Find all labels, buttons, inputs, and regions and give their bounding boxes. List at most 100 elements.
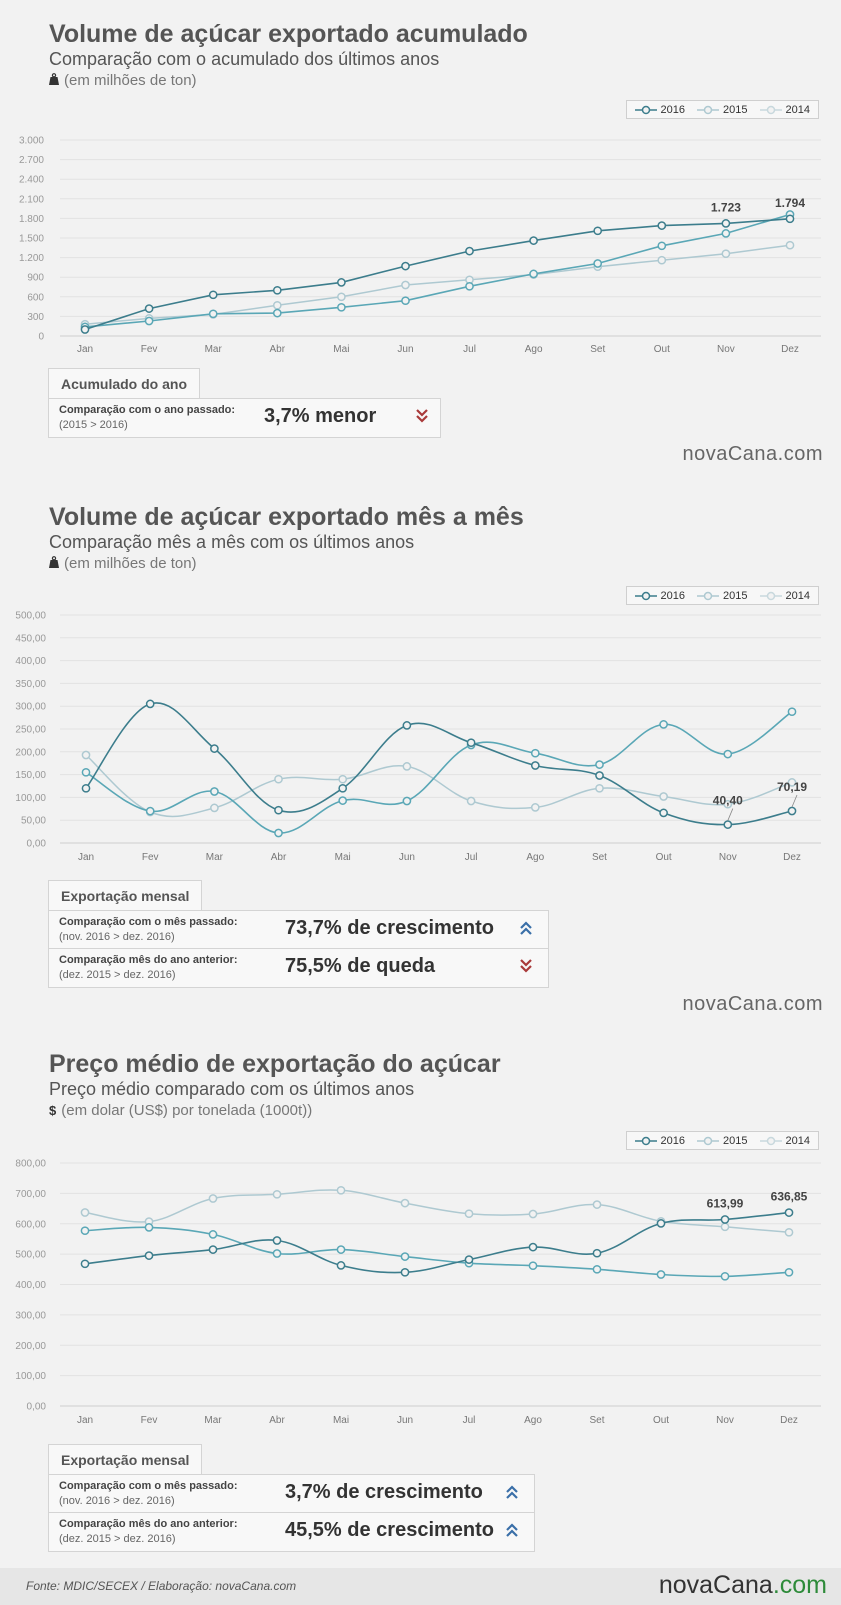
data-point-2014 — [528, 1209, 538, 1219]
annotation-leader — [727, 808, 734, 821]
x-tick-label: Jul — [463, 1415, 476, 1426]
x-tick-label: Jul — [463, 344, 476, 355]
data-point-2015 — [210, 787, 219, 796]
data-point-2015 — [656, 1270, 666, 1279]
y-tick-label: 2.700 — [19, 155, 44, 166]
summary-card: Comparação com o mês passado: (nov. 2016… — [48, 1474, 535, 1552]
y-tick-label: 500,00 — [15, 1250, 46, 1261]
x-tick-label: Ago — [525, 344, 543, 355]
y-tick-label: 0,00 — [27, 839, 47, 850]
x-tick-label: Abr — [271, 852, 287, 863]
data-point-2014 — [274, 774, 283, 784]
y-tick-label: 900 — [27, 273, 44, 284]
x-tick-label: Mar — [205, 344, 223, 355]
card-tab: Exportação mensal — [48, 1444, 203, 1474]
x-tick-label: Jan — [77, 344, 93, 355]
x-tick-label: Jan — [78, 852, 94, 863]
unit-text: (em milhões de ton) — [64, 555, 197, 572]
row-label: Comparação mês do ano anterior: — [59, 1518, 238, 1530]
data-point-2015 — [274, 828, 283, 838]
data-point-2015 — [784, 1267, 794, 1277]
y-tick-label: 400,00 — [15, 656, 46, 667]
data-point-2014 — [401, 280, 410, 290]
data-point-2016 — [145, 699, 155, 709]
data-point-2016 — [787, 806, 797, 816]
data-point-2016 — [466, 738, 476, 748]
x-tick-label: Set — [589, 1415, 604, 1426]
data-point-2015 — [657, 241, 667, 251]
legend-item-2014: 2014 — [759, 104, 810, 116]
data-point-2015 — [528, 1261, 538, 1271]
x-tick-label: Jun — [399, 852, 415, 863]
chart-monthly-volume: 0,00 50,00 100,00 150,00 200,00 250,00 300,00 3… — [15, 611, 821, 863]
data-point-2016 — [528, 1242, 538, 1252]
double-chevron-down-icon — [520, 959, 532, 973]
legend-item-2015: 2015 — [697, 1135, 748, 1147]
x-tick-label: Dez — [783, 852, 801, 863]
summary-card: Comparação com o mês passado: (nov. 2016… — [48, 910, 549, 988]
y-tick-label: 150,00 — [15, 770, 46, 781]
data-point-2015 — [401, 296, 410, 306]
x-tick-label: Out — [653, 1415, 669, 1426]
dollar-icon: $ — [49, 1103, 57, 1118]
data-point-2016 — [80, 325, 90, 334]
data-point-2016 — [208, 1245, 218, 1254]
data-point-2015 — [81, 767, 91, 777]
series-line-2016 — [85, 702, 793, 826]
legend-swatch-2015 — [697, 1136, 720, 1145]
x-tick-label: Dez — [781, 344, 799, 355]
y-tick-label: 800,00 — [15, 1159, 46, 1170]
section-subtitle: Preço médio comparado com os últimos ano… — [49, 1079, 415, 1099]
data-point-2016 — [464, 1255, 474, 1264]
data-point-2014 — [595, 783, 604, 793]
data-point-2014 — [272, 300, 282, 310]
legend-swatch-2016 — [634, 591, 657, 600]
row-value: 3,7% menor — [264, 405, 377, 427]
data-label: 1.794 — [775, 196, 805, 210]
x-tick-label: Dez — [780, 1415, 798, 1426]
series-line-2014 — [84, 244, 791, 325]
legend-item-2014: 2014 — [759, 1135, 810, 1147]
data-point-2015 — [336, 1245, 346, 1254]
data-point-2015 — [337, 302, 346, 312]
data-point-2014 — [208, 1194, 218, 1203]
y-tick-label: 600 — [27, 292, 44, 303]
section-accumulated: Volume de açúcar exportado acumulado Com… — [0, 0, 841, 480]
card-tab: Acumulado do ano — [48, 368, 200, 398]
chart-legend: 2016 2015 2014 — [625, 586, 819, 605]
section-average-price: Preço médio de exportação do açúcar Preç… — [0, 1020, 841, 1568]
row-label: Comparação com o mês passado: — [59, 916, 238, 928]
y-tick-label: 500,00 — [15, 611, 46, 622]
footer: Fonte: MDIC/SECEX / Elaboração: novaCana… — [0, 1568, 841, 1605]
row-sublabel: (dez. 2015 > dez. 2016) — [59, 969, 176, 981]
y-tick-label: 0 — [38, 332, 44, 343]
weight-icon — [49, 73, 59, 88]
y-tick-label: 1.800 — [19, 214, 44, 225]
legend-swatch-2016 — [634, 1136, 657, 1145]
y-tick-label: 200,00 — [15, 1341, 46, 1352]
x-tick-label: Jun — [397, 344, 413, 355]
double-chevron-up-icon — [506, 1523, 518, 1537]
data-point-2016 — [337, 278, 346, 287]
row-value: 3,7% de crescimento — [285, 1481, 483, 1503]
data-point-2014 — [210, 803, 219, 813]
y-tick-label: 400,00 — [15, 1280, 46, 1291]
data-point-2015 — [595, 760, 604, 769]
legend-swatch-2015 — [697, 591, 720, 600]
legend-item-2016: 2016 — [634, 590, 685, 602]
data-point-2016 — [785, 214, 795, 224]
x-tick-label: Mai — [333, 1415, 349, 1426]
legend-swatch-2014 — [759, 1136, 782, 1145]
data-point-2016 — [592, 1248, 602, 1258]
data-point-2015 — [402, 796, 412, 806]
data-point-2016 — [274, 805, 283, 815]
y-tick-label: 3.000 — [19, 136, 44, 147]
data-point-2016 — [659, 808, 668, 818]
x-tick-label: Fev — [141, 344, 158, 355]
data-point-2015 — [208, 1230, 218, 1239]
data-point-2015 — [145, 806, 155, 816]
data-point-2014 — [338, 774, 348, 784]
unit-text: (em dolar (US$) por tonelada (1000t)) — [61, 1102, 313, 1119]
x-tick-label: Out — [656, 852, 672, 863]
x-tick-label: Abr — [269, 1415, 285, 1426]
